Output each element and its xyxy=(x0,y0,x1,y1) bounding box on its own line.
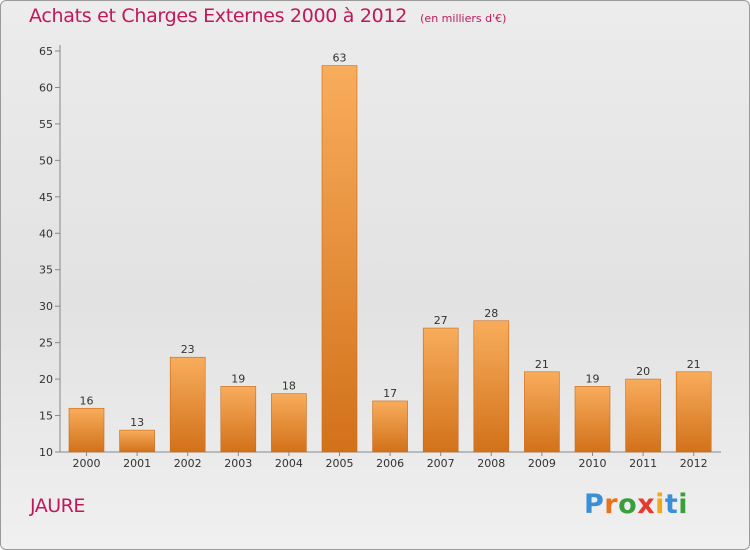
x-tick-label: 2007 xyxy=(427,457,455,470)
bar xyxy=(372,400,408,453)
bar xyxy=(271,393,307,453)
logo-letter: P xyxy=(584,489,605,520)
x-tick-label: 2011 xyxy=(629,457,657,470)
bar xyxy=(675,371,712,453)
chart-subtitle: (en milliers d'€) xyxy=(420,12,507,25)
logo-letter: r xyxy=(604,489,619,520)
bar-value-label: 19 xyxy=(586,372,600,385)
bar-value-label: 18 xyxy=(282,380,296,393)
y-tick-label: 20 xyxy=(39,373,53,386)
x-tick-label: 2004 xyxy=(275,457,303,470)
logo-letter: i xyxy=(655,489,665,520)
x-tick-label: 2006 xyxy=(376,457,404,470)
bar-value-label: 63 xyxy=(333,52,347,65)
bar xyxy=(169,356,206,453)
bar xyxy=(422,327,459,453)
bar-value-label: 17 xyxy=(383,387,397,400)
y-tick-label: 55 xyxy=(39,118,53,131)
bar xyxy=(625,378,661,453)
x-tick-label: 2001 xyxy=(123,457,151,470)
bar-value-label: 23 xyxy=(181,343,195,356)
y-tick-label: 35 xyxy=(39,264,53,277)
x-tick-label: 2003 xyxy=(224,457,252,470)
chart-title: Achats et Charges Externes 2000 à 2012 xyxy=(29,5,408,27)
bar xyxy=(119,429,155,453)
y-tick-label: 60 xyxy=(39,81,53,94)
x-tick-label: 2008 xyxy=(477,457,505,470)
bar xyxy=(574,386,611,453)
logo-letter: o xyxy=(618,489,638,520)
bar-value-label: 19 xyxy=(231,372,245,385)
y-tick-label: 45 xyxy=(39,191,53,204)
y-tick-label: 10 xyxy=(39,446,53,459)
x-tick-label: 2000 xyxy=(73,457,101,470)
x-tick-label: 2002 xyxy=(174,457,202,470)
place-name: JAURE xyxy=(30,495,85,517)
bar xyxy=(220,386,257,453)
x-tick-label: 2009 xyxy=(528,457,556,470)
proxiti-logo[interactable]: Proxiti xyxy=(584,489,688,520)
bar-value-label: 20 xyxy=(636,365,650,378)
x-tick-label: 2010 xyxy=(579,457,607,470)
bar-value-label: 13 xyxy=(130,416,144,429)
bar-value-label: 21 xyxy=(535,358,549,371)
bar xyxy=(68,407,105,453)
y-tick-label: 30 xyxy=(39,300,53,313)
x-tick-label: 2005 xyxy=(326,457,354,470)
y-tick-label: 65 xyxy=(39,45,53,58)
y-tick-label: 15 xyxy=(39,410,53,423)
bar xyxy=(524,371,560,453)
bar xyxy=(473,320,510,453)
bar xyxy=(321,65,358,453)
logo-letter: x xyxy=(637,489,656,520)
title-row: Achats et Charges Externes 2000 à 2012 (… xyxy=(29,5,506,27)
bar-value-label: 16 xyxy=(80,394,94,407)
y-tick-label: 25 xyxy=(39,337,53,350)
x-tick-label: 2012 xyxy=(680,457,708,470)
logo-letter: t xyxy=(664,489,679,520)
y-tick-label: 50 xyxy=(39,154,53,167)
bar-value-label: 27 xyxy=(434,314,448,327)
logo-letter: i xyxy=(678,489,689,520)
bar-value-label: 21 xyxy=(687,358,701,371)
y-tick-label: 40 xyxy=(39,227,53,240)
bar-value-label: 28 xyxy=(484,307,498,320)
